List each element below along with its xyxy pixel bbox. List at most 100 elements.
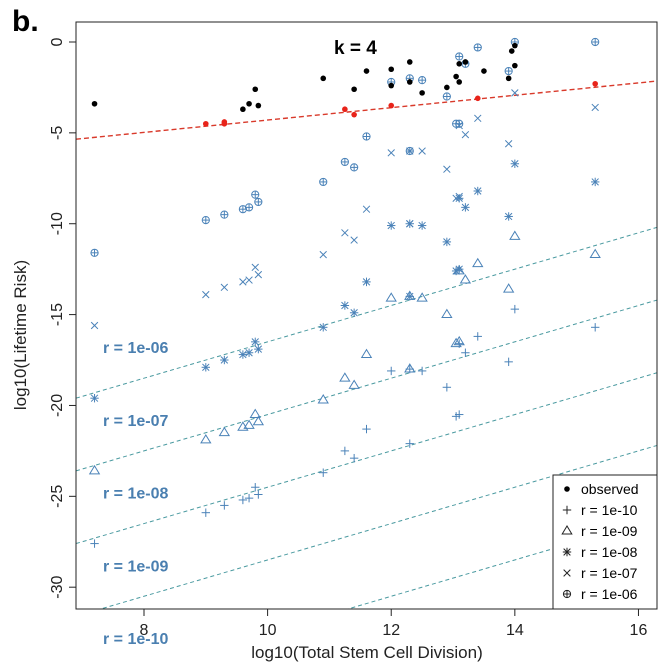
point-circleplus <box>340 157 349 167</box>
y-tick-label: -15 <box>49 303 66 326</box>
point-cross <box>319 250 327 259</box>
point-asterisk <box>417 221 427 230</box>
observed-point <box>406 79 413 85</box>
observed-point <box>363 68 370 74</box>
point-plus <box>455 410 464 419</box>
point-circleplus <box>418 76 427 85</box>
point-circleplus <box>90 248 99 257</box>
point-asterisk <box>461 203 470 212</box>
observed-point <box>255 102 262 109</box>
x-tick-label: 16 <box>630 622 648 639</box>
point-asterisk <box>455 264 464 274</box>
point-plus <box>238 495 248 505</box>
observed-point <box>508 48 515 54</box>
point-cross <box>254 270 263 279</box>
point-triangle <box>317 394 329 404</box>
observed-point-highlight <box>388 102 395 109</box>
point-circleplus <box>254 197 263 207</box>
point-triangle <box>404 363 416 373</box>
point-plus <box>319 468 328 477</box>
series-label: r = 1e-06 <box>103 340 168 357</box>
point-triangle <box>416 292 428 302</box>
point-plus <box>340 446 350 456</box>
point-plus <box>220 501 229 510</box>
point-cross <box>387 149 395 157</box>
point-circleplus <box>405 146 414 156</box>
observed-point <box>512 62 518 69</box>
x-axis-label: log10(Total Stem Cell Division) <box>251 643 482 662</box>
point-asterisk <box>90 393 99 403</box>
point-plus <box>251 483 260 492</box>
point-plus <box>590 323 600 332</box>
plot-area <box>76 37 657 609</box>
point-triangle <box>243 419 255 429</box>
point-cross <box>239 278 247 286</box>
point-plus <box>349 453 359 463</box>
legend-box <box>552 474 658 610</box>
observed-point-highlight <box>342 106 348 113</box>
point-triangle <box>237 421 249 431</box>
observed-point <box>406 59 413 65</box>
point-plus <box>90 539 99 548</box>
point-cross <box>443 165 451 173</box>
observed-point <box>444 84 450 91</box>
point-circleplus <box>238 205 247 214</box>
x-tick-label: 12 <box>382 622 400 639</box>
point-asterisk <box>254 344 263 354</box>
point-asterisk <box>362 277 371 287</box>
panel-label: b. <box>12 5 39 38</box>
point-asterisk <box>405 292 414 301</box>
point-circleplus <box>473 43 482 52</box>
x-tick-label: 14 <box>506 622 524 639</box>
point-triangle <box>252 415 265 426</box>
point-circleplus <box>220 210 229 219</box>
plot-frame <box>75 21 658 610</box>
legend-marker-plus <box>562 505 572 515</box>
legend-marker-triangle <box>561 525 573 535</box>
point-cross <box>474 114 482 123</box>
point-plus <box>473 332 482 341</box>
point-asterisk <box>590 177 600 187</box>
point-asterisk <box>510 159 520 168</box>
point-asterisk <box>238 350 248 359</box>
point-cross <box>350 236 358 244</box>
observed-point <box>419 90 425 96</box>
point-triangle <box>88 464 101 475</box>
point-plus <box>442 383 452 392</box>
guide-line <box>98 444 657 609</box>
series-label: r = 1e-10 <box>103 631 168 648</box>
point-cross <box>461 130 470 139</box>
observed-point <box>252 86 259 93</box>
observed-point <box>512 42 518 49</box>
point-circleplus <box>504 66 513 76</box>
point-asterisk <box>504 212 513 221</box>
observed-point <box>481 68 487 74</box>
point-cross <box>220 283 229 292</box>
point-triangle <box>453 335 465 346</box>
series-label: r = 1e-08 <box>103 486 168 503</box>
point-circleplus <box>319 177 328 187</box>
point-cross <box>455 192 463 201</box>
point-plus <box>504 357 513 367</box>
point-asterisk <box>473 186 482 196</box>
point-circleplus <box>591 37 600 47</box>
observed-point <box>320 75 327 82</box>
point-cross <box>251 263 259 272</box>
y-tick-label: 0 <box>49 37 66 46</box>
observed-point-highlight <box>592 80 598 87</box>
point-circleplus <box>455 119 464 128</box>
observed-point <box>240 106 246 113</box>
regression-line <box>76 80 657 140</box>
point-triangle <box>441 308 453 319</box>
guide-line <box>76 226 657 399</box>
point-asterisk <box>251 337 260 347</box>
k-annotation: k = 4 <box>334 38 377 59</box>
point-cross <box>245 276 253 284</box>
point-asterisk <box>201 363 210 372</box>
legend-label: r = 1e-10 <box>581 502 638 518</box>
legend-label: r = 1e-07 <box>581 565 638 581</box>
observed-point <box>388 82 395 89</box>
series-label: r = 1e-09 <box>103 558 168 575</box>
point-triangle <box>509 230 521 240</box>
